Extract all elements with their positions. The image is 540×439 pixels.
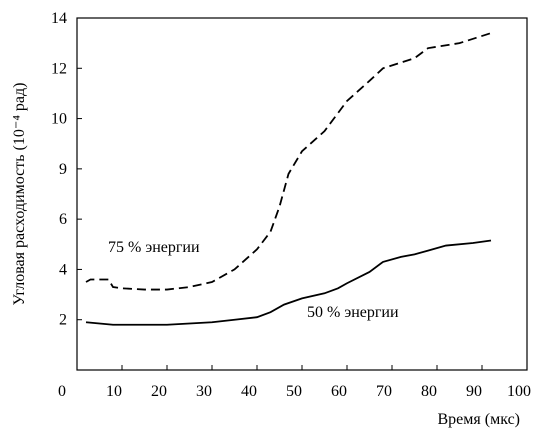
x-tick-label: 30 [196,383,212,400]
series-line [85,32,492,291]
x-tick-label: 20 [151,383,167,400]
y-tick-label: 10 [51,111,67,128]
series-annotation: 75 % энергии [108,239,200,256]
plot-frame [76,17,528,371]
x-tick-label: 0 [58,383,66,400]
x-tick-label: 70 [376,383,392,400]
x-axis-label: Время (мкс) [437,411,520,428]
y-tick-label: 6 [59,211,67,228]
x-tick-label: 10 [106,383,122,400]
y-tick-label: 9 [59,161,67,178]
x-tick-label: 90 [466,383,482,400]
x-tick-label: 100 [507,383,531,400]
x-tick-label: 80 [421,383,437,400]
series-line [85,239,492,326]
x-tick-label: 60 [331,383,347,400]
series-annotation: 50 % энергии [307,304,399,321]
y-tick-label: 4 [59,261,67,278]
y-axis-label: Угловая расходимость (10⁻⁴ рад) [11,83,28,306]
x-tick-label: 40 [241,383,257,400]
x-tick-label: 50 [286,383,302,400]
y-tick-label: 12 [51,60,67,77]
y-tick-label: 2 [59,312,67,329]
y-tick-label: 14 [51,10,67,27]
